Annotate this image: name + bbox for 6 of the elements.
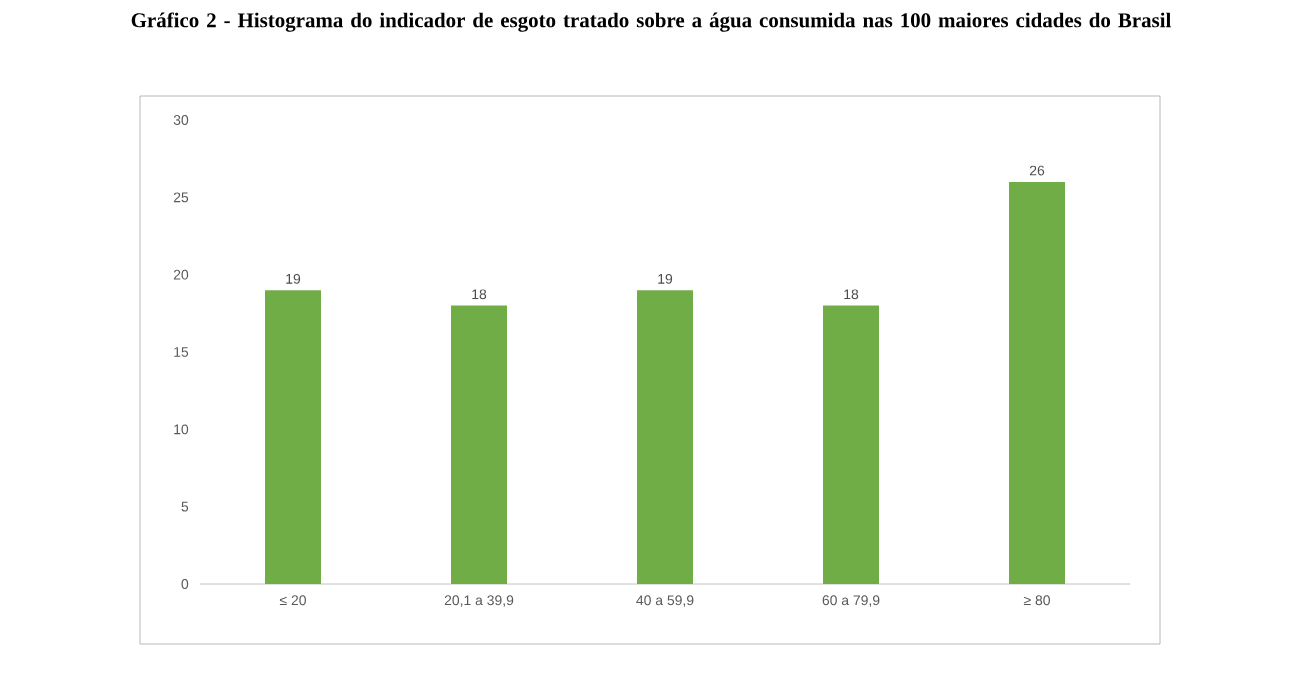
bar (1009, 181, 1066, 585)
bar (265, 290, 321, 585)
chart-title: Gráfico 2 - Histograma do indicador de esgoto tratado sobre a água consumida nas 100 maiores cidades do Brasil (131, 12, 1171, 32)
bar (637, 290, 694, 585)
bar (823, 305, 880, 585)
bar (451, 305, 508, 585)
